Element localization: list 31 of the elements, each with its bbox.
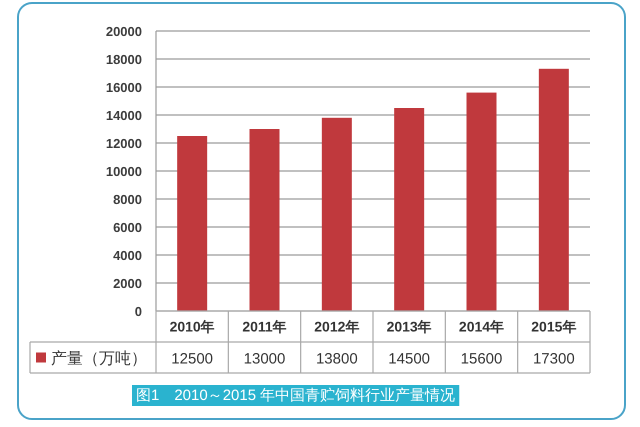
y-tick-label: 16000 bbox=[106, 80, 142, 95]
bar bbox=[538, 68, 569, 311]
legend-label: 产量（万吨） bbox=[51, 350, 147, 368]
data-label: 15600 bbox=[460, 350, 502, 368]
y-tick-label: 20000 bbox=[106, 24, 142, 39]
y-tick-label: 8000 bbox=[113, 192, 142, 207]
x-tick-label: 2010年 bbox=[170, 318, 215, 334]
data-label: 17300 bbox=[532, 350, 575, 368]
y-tick-label: 10000 bbox=[106, 164, 142, 179]
y-tick-label: 2000 bbox=[113, 276, 142, 291]
bar bbox=[250, 129, 280, 311]
y-tick-label: 12000 bbox=[106, 136, 142, 151]
y-tick-label: 0 bbox=[134, 304, 142, 319]
data-label: 13000 bbox=[244, 350, 286, 368]
y-tick-label: 6000 bbox=[113, 220, 142, 235]
data-label: 13800 bbox=[316, 350, 358, 368]
x-tick-label: 2015年 bbox=[531, 318, 576, 334]
y-tick-label: 14000 bbox=[106, 108, 142, 123]
data-label: 14500 bbox=[388, 350, 430, 368]
bar bbox=[394, 108, 424, 311]
y-tick-label: 18000 bbox=[106, 52, 142, 67]
bar bbox=[322, 118, 352, 311]
x-tick-label: 2014年 bbox=[458, 318, 504, 334]
caption: 图1 2010～2015 年中国青贮饲料行业产量情况 bbox=[136, 387, 456, 404]
x-tick-label: 2012年 bbox=[314, 318, 360, 334]
bar bbox=[177, 136, 208, 311]
x-tick-label: 2013年 bbox=[386, 318, 432, 334]
y-tick-label: 4000 bbox=[113, 248, 142, 263]
x-tick-label: 2011年 bbox=[242, 318, 287, 334]
data-label: 12500 bbox=[171, 350, 214, 368]
bar bbox=[466, 92, 496, 311]
